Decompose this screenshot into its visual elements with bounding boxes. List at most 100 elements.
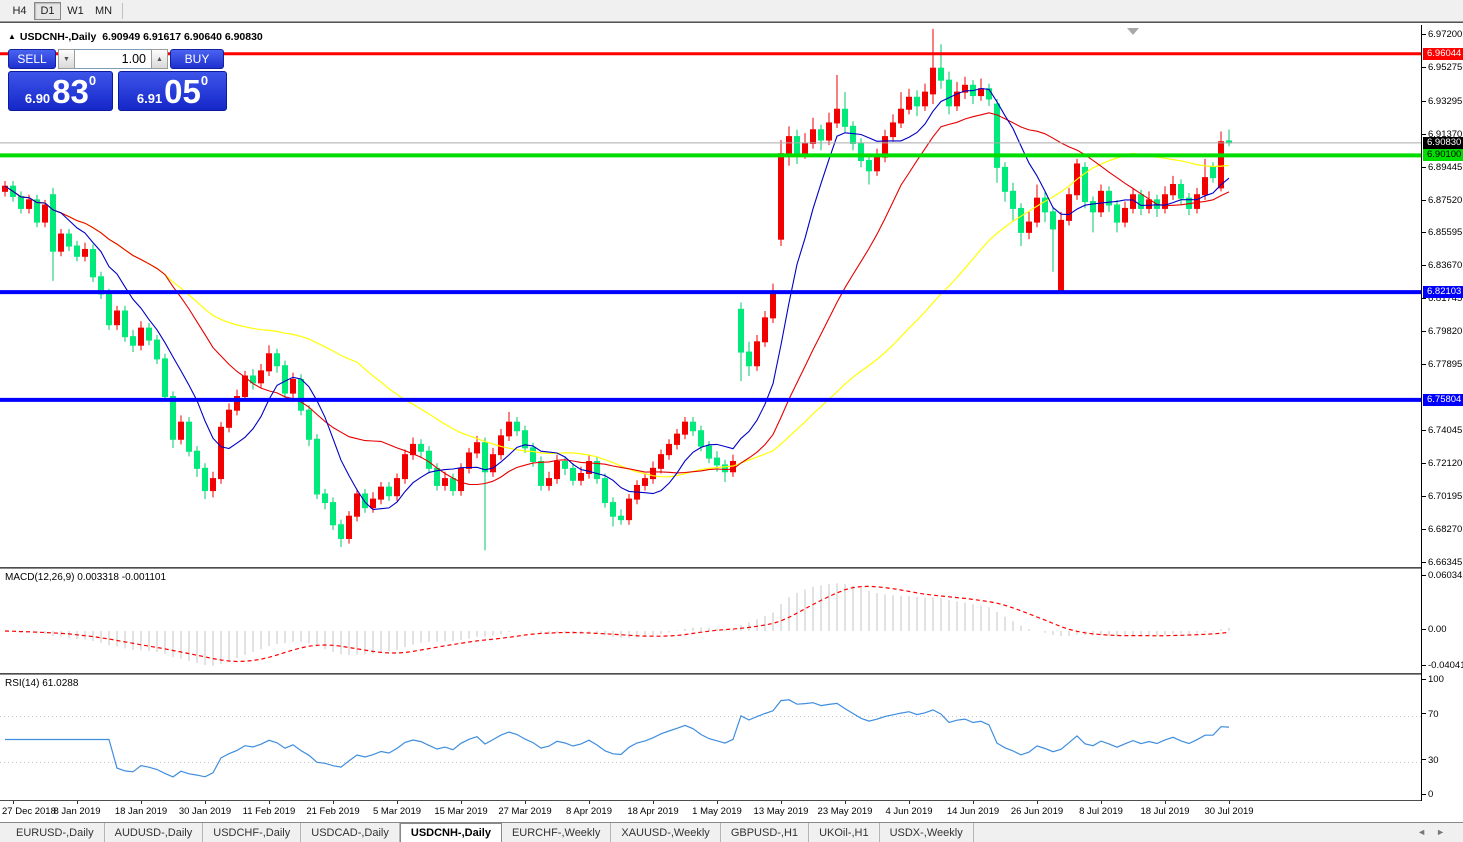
price-axis[interactable]: 6.97200 6.95275 6.93295 6.91370 6.89445 6.875…: [1421, 25, 1463, 801]
date-tick: [909, 801, 910, 804]
price-tick: 6.72120: [1422, 458, 1462, 469]
main-chart-canvas[interactable]: [0, 25, 1421, 566]
timeframe-button-h4[interactable]: H4: [12, 4, 27, 17]
chart-tab-usdx-weekly[interactable]: USDX-,Weekly: [880, 823, 974, 842]
date-label: 18 Apr 2019: [627, 806, 679, 817]
date-tick: [77, 801, 78, 804]
level-price-label: 6.82103: [1423, 286, 1463, 299]
chart-tab-bar: EURUSD-,Daily AUDUSD-,Daily USDCHF-,Daily U…: [0, 822, 1463, 842]
volume-input[interactable]: [75, 49, 151, 69]
collapse-trade-panel-icon[interactable]: ▲: [8, 32, 16, 41]
sell-price-prefix: 6.90: [24, 91, 51, 106]
date-label: 14 Jun 2019: [946, 806, 1000, 817]
volume-decrease-button[interactable]: ▼: [58, 49, 75, 69]
current-price-label: 6.90830: [1423, 136, 1463, 149]
date-label: 13 May 2019: [753, 806, 809, 817]
level-price-label: 6.96044: [1423, 47, 1463, 60]
chart-tab-usdcnh-daily[interactable]: USDCNH-,Daily: [399, 823, 502, 842]
macd-signal-value: -0.001101: [121, 572, 167, 583]
date-label: 18 Jan 2019: [114, 806, 168, 817]
date-label: 27 Mar 2019: [498, 806, 552, 817]
price-tick: 100: [1422, 674, 1444, 685]
date-label: 30 Jul 2019: [1204, 806, 1254, 817]
date-tick: [397, 801, 398, 804]
tab-scroll-right-icon: ►: [1436, 827, 1455, 837]
date-tick: [653, 801, 654, 804]
chart-tab-eurchf-weekly[interactable]: EURCHF-,Weekly: [502, 823, 612, 842]
symbol-name: USDCNH-,Daily: [19, 31, 97, 43]
level-price-label: 6.90100: [1423, 149, 1463, 162]
toolbar-separator: [122, 2, 123, 19]
date-tick: [1165, 801, 1166, 804]
macd-main-value: 0.003318: [77, 572, 119, 583]
buy-price-point: 0: [200, 73, 209, 88]
price-tick: 6.93295: [1422, 96, 1462, 107]
chart-shift-marker-icon[interactable]: [1127, 28, 1139, 35]
date-tick: [525, 801, 526, 804]
tab-scroll-left-icon: ◄: [1417, 827, 1437, 837]
date-label: 8 Jan 2019: [53, 806, 101, 817]
buy-price-box[interactable]: 6.91 05 0: [118, 71, 227, 111]
timeframe-button-mn[interactable]: MN: [94, 4, 113, 17]
price-tick: 6.79820: [1422, 326, 1462, 337]
chart-tab-usdcad-daily[interactable]: USDCAD-,Daily: [301, 823, 400, 842]
price-tick: -0.040415: [1422, 660, 1463, 671]
date-tick: [845, 801, 846, 804]
date-label: 8 Apr 2019: [566, 806, 612, 817]
rsi-panel[interactable]: RSI(14) 61.0288: [0, 674, 1421, 801]
chart-tab-gbpusd-h1[interactable]: GBPUSD-,H1: [721, 823, 810, 842]
price-tick: 6.89445: [1422, 162, 1462, 173]
date-label: 15 Mar 2019: [434, 806, 488, 817]
date-label: 18 Jul 2019: [1140, 806, 1190, 817]
date-axis[interactable]: 27 Dec 2018 8 Jan 2019 18 Jan 2019 30 Jan 2…: [0, 801, 1421, 823]
buy-price-prefix: 6.91: [136, 91, 163, 106]
one-click-trading-panel: SELL ▼ ▲ BUY 6.90 83 0 6.91 05 0: [8, 49, 227, 111]
price-tick: 0.00: [1422, 624, 1447, 635]
date-tick: [461, 801, 462, 804]
date-label: 27 Dec 2018: [2, 806, 56, 817]
date-label: 23 May 2019: [817, 806, 873, 817]
date-tick: [205, 801, 206, 804]
date-tick: [1229, 801, 1230, 804]
date-label: 8 Jul 2019: [1079, 806, 1123, 817]
date-label: 26 Jun 2019: [1010, 806, 1064, 817]
macd-label: MACD(12,26,9) 0.003318 -0.001101: [5, 572, 167, 583]
price-tick: 6.85595: [1422, 227, 1462, 238]
chart-tab-usdchf-daily[interactable]: USDCHF-,Daily: [203, 823, 302, 842]
price-tick: 6.95275: [1422, 62, 1462, 73]
macd-canvas[interactable]: [0, 569, 1421, 674]
date-tick: [1101, 801, 1102, 804]
main-chart-panel[interactable]: ▲ USDCNH-,Daily 6.90949 6.91617 6.90640 6…: [0, 25, 1421, 568]
price-tick: 6.74045: [1422, 425, 1462, 436]
volume-increase-button[interactable]: ▲: [151, 49, 168, 69]
chart-tab-ukoil-h1[interactable]: UKOil-,H1: [809, 823, 880, 842]
timeframe-toolbar: H4 D1 W1 MN: [0, 0, 1463, 22]
sell-price-box[interactable]: 6.90 83 0: [8, 71, 113, 111]
macd-panel[interactable]: MACD(12,26,9) 0.003318 -0.001101: [0, 568, 1421, 674]
price-tick: 30: [1422, 755, 1439, 766]
ohlc-values: 6.90949 6.91617 6.90640 6.90830: [102, 31, 263, 43]
price-tick: 6.91370: [1422, 129, 1462, 140]
chart-window: ▲ USDCNH-,Daily 6.90949 6.91617 6.90640 6…: [0, 22, 1463, 823]
rsi-canvas[interactable]: [0, 675, 1421, 801]
date-tick: [13, 801, 14, 804]
sell-price-pips: 83: [52, 73, 89, 110]
chart-tab-audusd-daily[interactable]: AUDUSD-,Daily: [105, 823, 204, 842]
price-tick: 6.83670: [1422, 260, 1462, 271]
date-label: 11 Feb 2019: [242, 806, 296, 817]
date-tick: [973, 801, 974, 804]
price-tick: 6.70195: [1422, 491, 1462, 502]
chart-tab-xauusd-weekly[interactable]: XAUUSD-,Weekly: [611, 823, 721, 842]
buy-button[interactable]: BUY: [170, 49, 224, 69]
sell-button[interactable]: SELL: [8, 49, 56, 69]
price-tick: 6.87520: [1422, 195, 1462, 206]
timeframe-button-d1[interactable]: D1: [34, 1, 61, 20]
date-tick: [589, 801, 590, 804]
timeframe-button-w1[interactable]: W1: [67, 4, 84, 17]
tab-scroll-arrows[interactable]: ◄►: [1417, 827, 1455, 837]
rsi-label: RSI(14) 61.0288: [5, 678, 79, 689]
date-tick: [333, 801, 334, 804]
date-tick: [269, 801, 270, 804]
chart-tab-eurusd-daily[interactable]: EURUSD-,Daily: [6, 823, 105, 842]
